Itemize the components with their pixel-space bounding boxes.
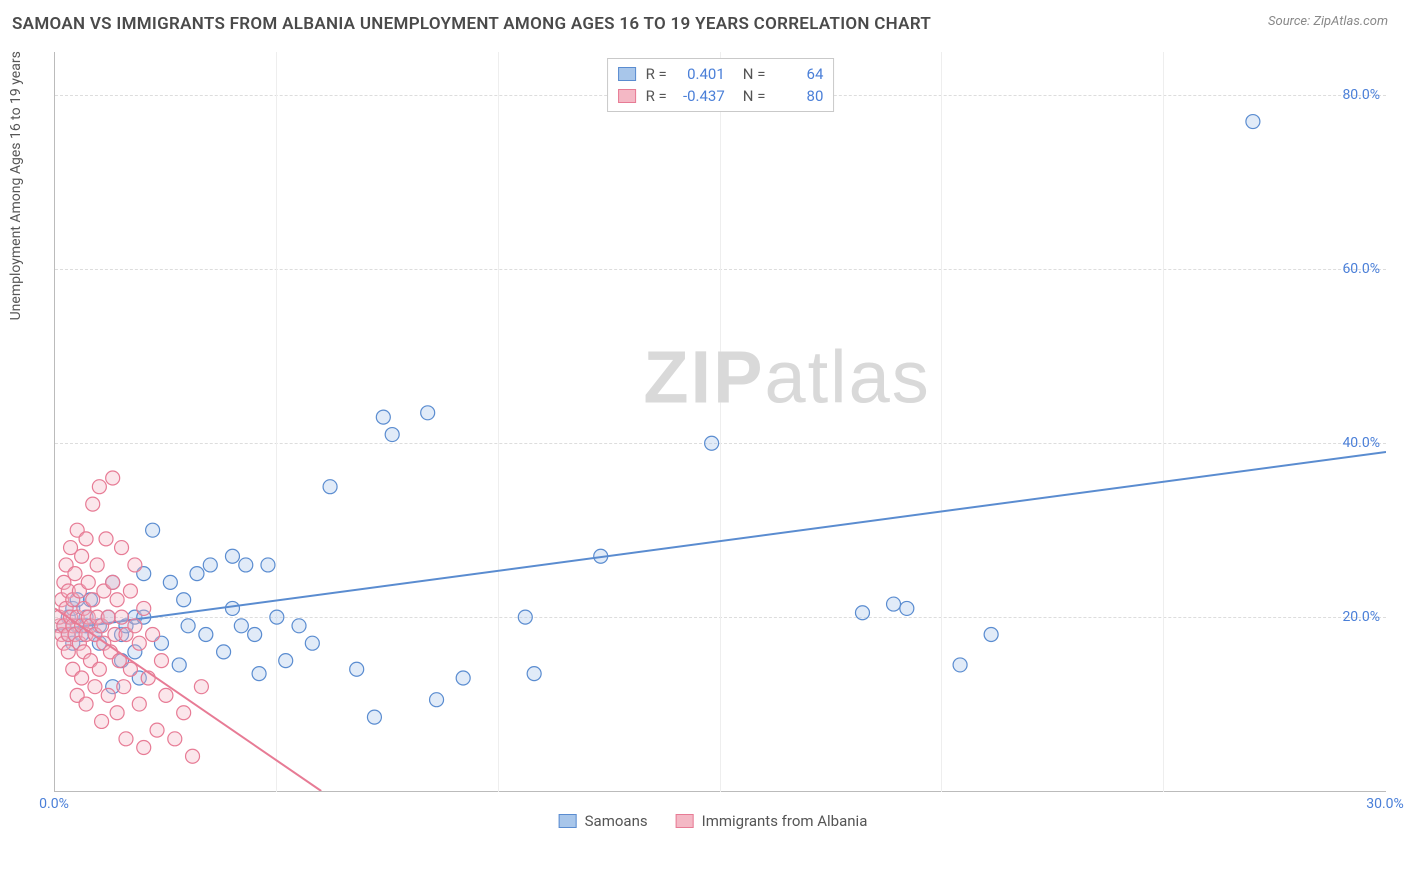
legend-row-albania: R = -0.437 N = 80 <box>618 85 824 107</box>
swatch-samoans <box>618 67 636 81</box>
legend-item-albania: Immigrants from Albania <box>676 812 868 830</box>
legend-row-samoans: R = 0.401 N = 64 <box>618 63 824 85</box>
swatch-samoans-icon <box>559 814 577 828</box>
swatch-albania <box>618 89 636 103</box>
source-link[interactable]: ZipAtlas.com <box>1313 14 1388 29</box>
chart-container: Unemployment Among Ages 16 to 19 years Z… <box>40 52 1386 842</box>
series-legend: Samoans Immigrants from Albania <box>559 812 868 830</box>
correlation-legend: R = 0.401 N = 64 R = -0.437 N = 80 <box>607 58 835 112</box>
legend-item-samoans: Samoans <box>559 812 648 830</box>
plot-area: ZIPatlas R = 0.401 N = 64 R = -0.437 N =… <box>54 52 1386 792</box>
source-attribution: Source: ZipAtlas.com <box>1268 14 1388 29</box>
scatter-svg <box>55 52 1386 791</box>
y-axis-label: Unemployment Among Ages 16 to 19 years <box>8 51 24 320</box>
swatch-albania-icon <box>676 814 694 828</box>
chart-title: SAMOAN VS IMMIGRANTS FROM ALBANIA UNEMPL… <box>12 14 931 34</box>
